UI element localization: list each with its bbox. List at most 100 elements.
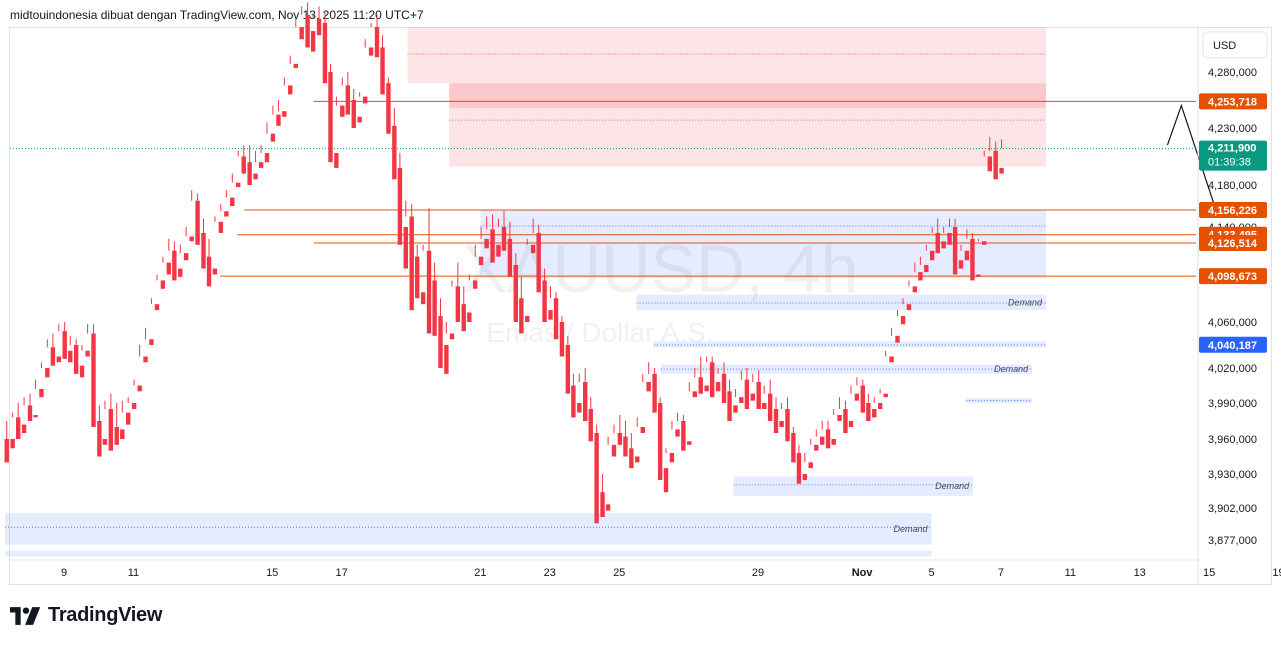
candle-body — [50, 347, 56, 366]
candle-body — [189, 236, 194, 242]
candle-body — [345, 85, 351, 115]
candle-body — [328, 72, 333, 163]
candle-body — [125, 412, 131, 425]
candle-body — [912, 286, 918, 293]
price-axis-tick-label: 3,960,000 — [1208, 434, 1257, 446]
candle-body — [889, 356, 894, 363]
currency-label: USD — [1213, 40, 1236, 52]
candle-body — [131, 403, 137, 409]
candle-body — [478, 256, 484, 265]
candle-body — [605, 504, 611, 511]
candle-body — [235, 182, 241, 188]
tradingview-logo[interactable]: TradingView — [10, 604, 162, 627]
price-level-label: 4,156,226 — [1208, 205, 1257, 217]
candle-body — [947, 232, 952, 245]
candle-body — [727, 391, 732, 421]
candle-body — [392, 125, 397, 180]
candle-body — [900, 316, 906, 325]
candle-body — [4, 439, 9, 463]
candle-body — [258, 162, 264, 168]
candle-body — [773, 409, 779, 433]
candle-body — [108, 409, 114, 451]
candle-body — [577, 403, 582, 413]
candle-body — [750, 393, 755, 401]
candle-body — [351, 100, 356, 128]
candle-body — [490, 229, 495, 263]
candle-body — [721, 373, 727, 403]
candle-body — [334, 153, 339, 168]
time-axis-tick-label: 29 — [752, 567, 764, 579]
demand-zone — [5, 550, 932, 557]
chart-panel[interactable] — [9, 27, 1272, 585]
candle-body — [39, 389, 44, 398]
time-axis-tick-label: 17 — [335, 567, 347, 579]
candle-body — [45, 368, 50, 378]
demand-zone — [653, 341, 1046, 348]
candle-body — [860, 385, 865, 413]
candle-body — [565, 345, 571, 394]
candle-body — [559, 322, 565, 357]
candle-body — [825, 429, 831, 449]
current-price-label: 4,211,900 — [1208, 143, 1256, 155]
time-axis-tick-label: 21 — [474, 567, 486, 579]
candle-body — [68, 350, 73, 363]
candle-body — [918, 272, 923, 281]
candle-body — [426, 250, 432, 334]
candle-body — [877, 403, 883, 409]
candle-body — [276, 114, 281, 126]
price-axis-tick-label: 4,280,000 — [1208, 67, 1257, 79]
demand-zone — [5, 513, 932, 545]
price-axis-tick-label: 3,930,000 — [1208, 469, 1257, 481]
candle-body — [767, 393, 773, 421]
price-level-label-bg — [1199, 336, 1267, 353]
price-axis-tick-label: 4,060,000 — [1208, 317, 1257, 329]
candle-body — [675, 429, 680, 437]
candle-body — [548, 310, 553, 320]
chart-header: midtouindonesia dibuat dengan TradingVie… — [10, 8, 424, 22]
candle-body — [663, 468, 669, 493]
candle-body — [796, 453, 802, 484]
candle-body — [872, 409, 877, 418]
price-level-label-bg — [1199, 235, 1267, 252]
time-axis-tick-label: 15 — [1203, 567, 1215, 579]
candle-body — [137, 385, 142, 392]
candle-body — [212, 268, 218, 275]
candle-body — [322, 22, 328, 84]
candle-body — [906, 304, 912, 311]
candle-body — [571, 385, 576, 418]
candle-body — [808, 462, 813, 469]
candle-body — [582, 382, 588, 421]
candle-body — [415, 256, 420, 299]
candle-body — [172, 250, 177, 281]
candle-body — [669, 453, 675, 463]
candle-body — [525, 316, 530, 322]
candle-body — [484, 238, 489, 249]
candle-body — [143, 356, 148, 363]
current-price-label-bg — [1199, 140, 1267, 171]
candle-body — [588, 409, 593, 442]
candle-body — [970, 238, 975, 281]
candle-body — [305, 14, 310, 48]
candle-body — [467, 312, 472, 322]
demand-zone — [660, 364, 1033, 374]
candle-body — [374, 27, 380, 58]
candle-body — [692, 391, 698, 398]
price-axis-tick-label: 3,877,000 — [1208, 535, 1257, 547]
candle-body — [935, 232, 940, 254]
candle-body — [507, 238, 513, 277]
price-level-label: 4,098,673 — [1208, 271, 1257, 283]
candle-body — [27, 405, 33, 421]
candle-body — [698, 377, 703, 394]
candle-body — [230, 197, 235, 206]
candle-body — [987, 156, 992, 172]
time-axis-tick-label: 5 — [928, 567, 934, 579]
demand-zone-label: Demand — [893, 524, 928, 534]
candle-body — [455, 286, 461, 322]
candle-body — [241, 156, 246, 174]
candle-body — [646, 382, 651, 392]
candle-body — [380, 47, 385, 95]
candle-body — [420, 292, 426, 305]
candle-body — [21, 424, 27, 433]
candle-body — [288, 85, 293, 95]
